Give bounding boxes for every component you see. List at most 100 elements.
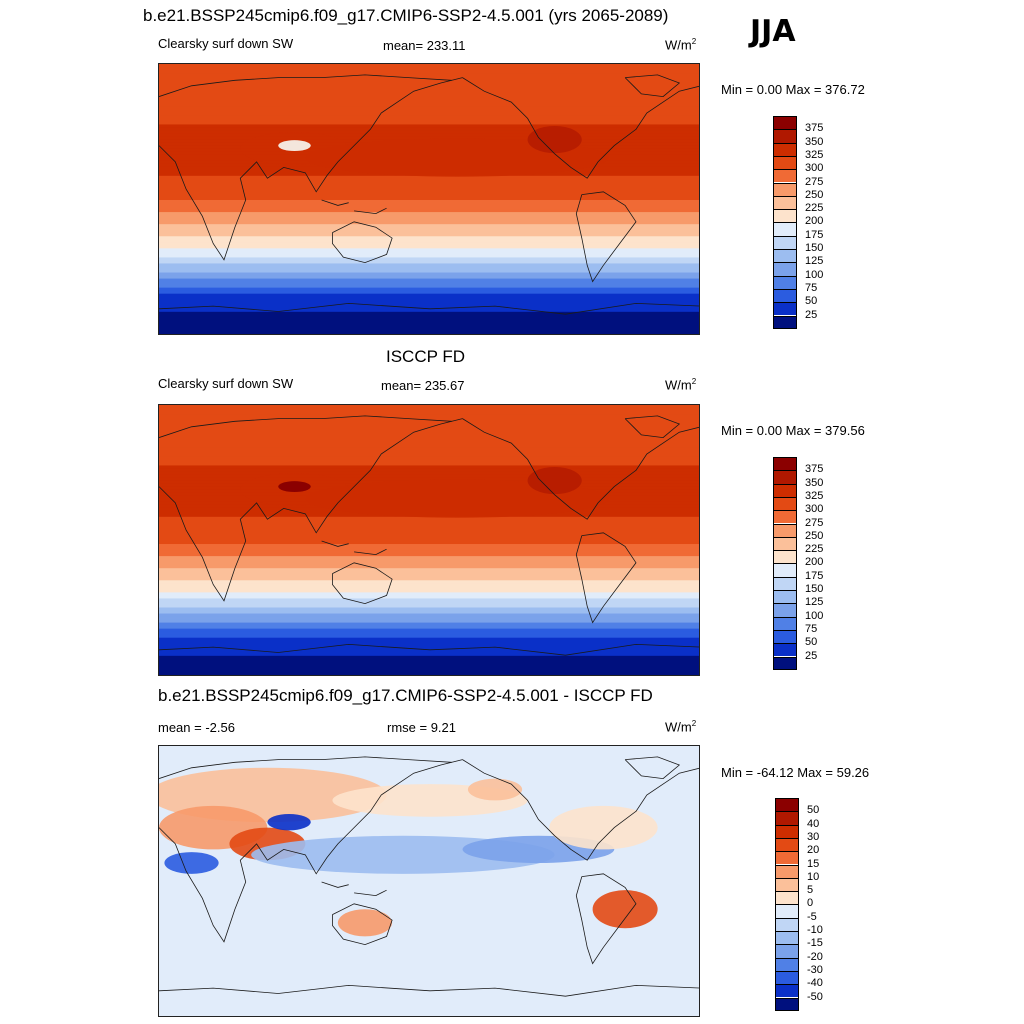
coastline [321,540,349,547]
colorbar-tick-label: 350 [805,476,824,489]
colorbar-box [773,510,797,524]
colorbar-tick-label: 200 [805,215,824,228]
anomaly-region [267,814,311,831]
colorbar-box [773,536,797,551]
band [159,474,699,479]
colorbar-box [773,209,797,223]
band [159,212,699,216]
band [159,634,699,639]
colorbar-box [773,288,797,303]
band [159,619,699,624]
colorbar-tick-label: -15 [807,937,823,950]
band [159,559,699,563]
band [159,459,699,464]
colorbar-tick-label: 375 [805,122,824,135]
colorbar-frame [773,116,797,329]
panel1-units: W/m2 [665,37,697,53]
band [159,646,699,651]
band [159,302,699,307]
figure-title: b.e21.BSSP245cmip6.f09_g17.CMIP6-SSP2-4.… [143,6,669,25]
band [159,616,699,621]
panel2-title: ISCCP FD [386,347,466,366]
band [159,670,699,675]
coastline [462,418,699,520]
band [159,628,699,633]
band [159,263,699,268]
coastline [624,756,681,780]
band [159,245,699,249]
band [159,299,699,304]
panel3-rmse-label: rmse = 9.21 [387,720,457,735]
band [159,649,699,654]
colorbar-box [775,917,799,931]
band [159,565,699,569]
band [159,329,699,334]
band [159,655,699,660]
band [159,664,699,669]
band [159,544,699,548]
colorbar-box [773,483,797,497]
coastline [575,873,637,965]
colorbar-box [773,302,797,316]
colorbar-tick-label: -20 [807,950,823,963]
coastlines [159,756,699,997]
colorbar-tick-label: 225 [805,202,824,215]
band [159,444,699,448]
band [159,658,699,663]
colorbar-tick-label: -10 [807,924,823,936]
colorbar-tick-label: 50 [807,804,820,817]
band [159,67,699,71]
colorbar-box [775,877,799,892]
colorbar-box [773,643,797,657]
band [159,112,699,116]
panel2-units: W/m2 [665,377,697,393]
colorbar-tick-label: 150 [805,242,824,254]
north-america-maximum [527,125,582,154]
colorbar-tick-label: -30 [807,963,823,976]
band [159,175,699,180]
band [159,429,699,433]
band [159,218,699,222]
colorbar-box [773,470,797,484]
band [159,88,699,92]
colorbar-tick-label: 100 [805,268,824,281]
band [159,190,699,195]
band [159,100,699,104]
band [159,308,699,313]
colorbar-box [775,931,799,945]
band [159,82,699,86]
colorbar-box [773,169,797,183]
band [159,441,699,445]
band [159,97,699,101]
band [159,640,699,645]
band [159,604,699,609]
colorbar-tick-label: 200 [805,556,824,569]
coastline [159,756,452,779]
colorbar-box [775,824,799,838]
colorbar-tick-label: 300 [805,162,824,175]
band [159,531,699,536]
colorbar-tick-label: 300 [805,503,824,516]
band [159,275,699,280]
band [159,127,699,132]
band [159,196,699,201]
colorbar-box [773,262,797,276]
band [159,610,699,615]
band [159,314,699,319]
band [159,673,699,675]
subtropical-maximum [305,138,609,177]
regional-features [240,125,609,177]
colorbar-tick-label: 275 [805,175,824,188]
colorbar-box [773,590,797,604]
anomaly-region [337,909,393,937]
band [159,408,699,412]
colorbar-box [773,249,797,263]
colorbar-frame [773,457,797,670]
band [159,553,699,557]
band [159,637,699,642]
colorbar-tick-label: 20 [807,844,820,857]
band [159,73,699,77]
coastlines [159,415,699,656]
band [159,417,699,421]
colorbar-tick-label: 175 [805,569,824,582]
